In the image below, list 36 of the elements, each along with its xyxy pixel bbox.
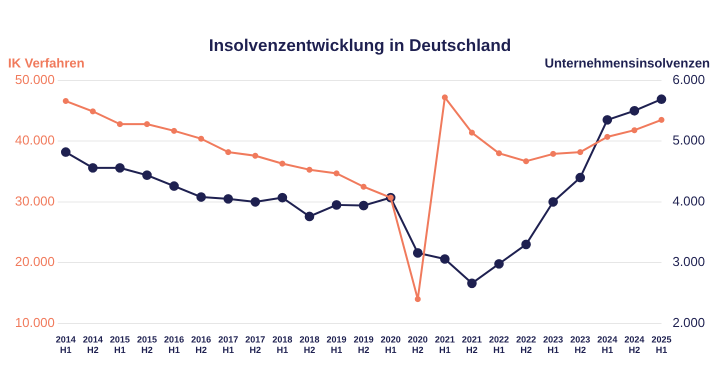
x-tick-label: 2021 H2 [462,334,482,356]
y-tick-label: 10.000 [14,314,55,330]
y2-tick-label: 4.000 [672,193,706,208]
x-tick-label: 2015 H2 [136,334,158,356]
y2-tick-label: 5.000 [672,132,706,148]
x-tick-label: 2025 H1 [651,334,672,356]
x-tick-label: 2014 H2 [82,334,103,356]
x-tick-label: 2016 H1 [164,334,184,356]
x-tick-label: 2023 H2 [570,334,590,356]
y-axis-title: IK Verfahren [8,55,85,70]
x-tick-label: 2022 H1 [488,334,510,356]
x-tick-label: 2020 H2 [408,334,428,356]
x-tick-label: 2015 H1 [110,334,130,356]
x-tick-label: 2018 H1 [272,334,292,356]
x-tick-label: 2014 H1 [56,334,76,356]
x-tick-label: 2017 H2 [245,334,266,356]
y-tick-label: 40.000 [14,132,55,148]
x-tick-label: 2024 H1 [597,334,618,356]
x-tick-label: 2018 H2 [299,334,320,356]
x-tick-label: 2021 H1 [434,334,455,356]
x-tick-label: 2020 H1 [380,334,401,356]
x-tick-label: 2017 H1 [218,334,238,356]
x-tick-label: 2024 H2 [624,334,644,356]
y2-tick-label: 2.000 [672,314,706,330]
x-tick-label: 2019 H1 [326,334,347,356]
y-tick-label: 50.000 [14,72,55,87]
y-tick-label: 20.000 [14,254,55,270]
y2-tick-label: 6.000 [672,72,706,87]
x-tick-label: 2019 H2 [354,334,374,356]
y2-axis-title: Unternehmensinsolvenzen [544,55,710,70]
x-tick-label: 2016 H2 [191,334,212,356]
chart-title: Insolvenzentwicklung in Deutschland [208,36,512,55]
x-tick-label: 2023 H1 [543,334,564,356]
y2-tick-label: 3.000 [672,254,706,270]
y-tick-label: 30.000 [14,193,55,208]
x-tick-label: 2022 H2 [516,334,536,356]
